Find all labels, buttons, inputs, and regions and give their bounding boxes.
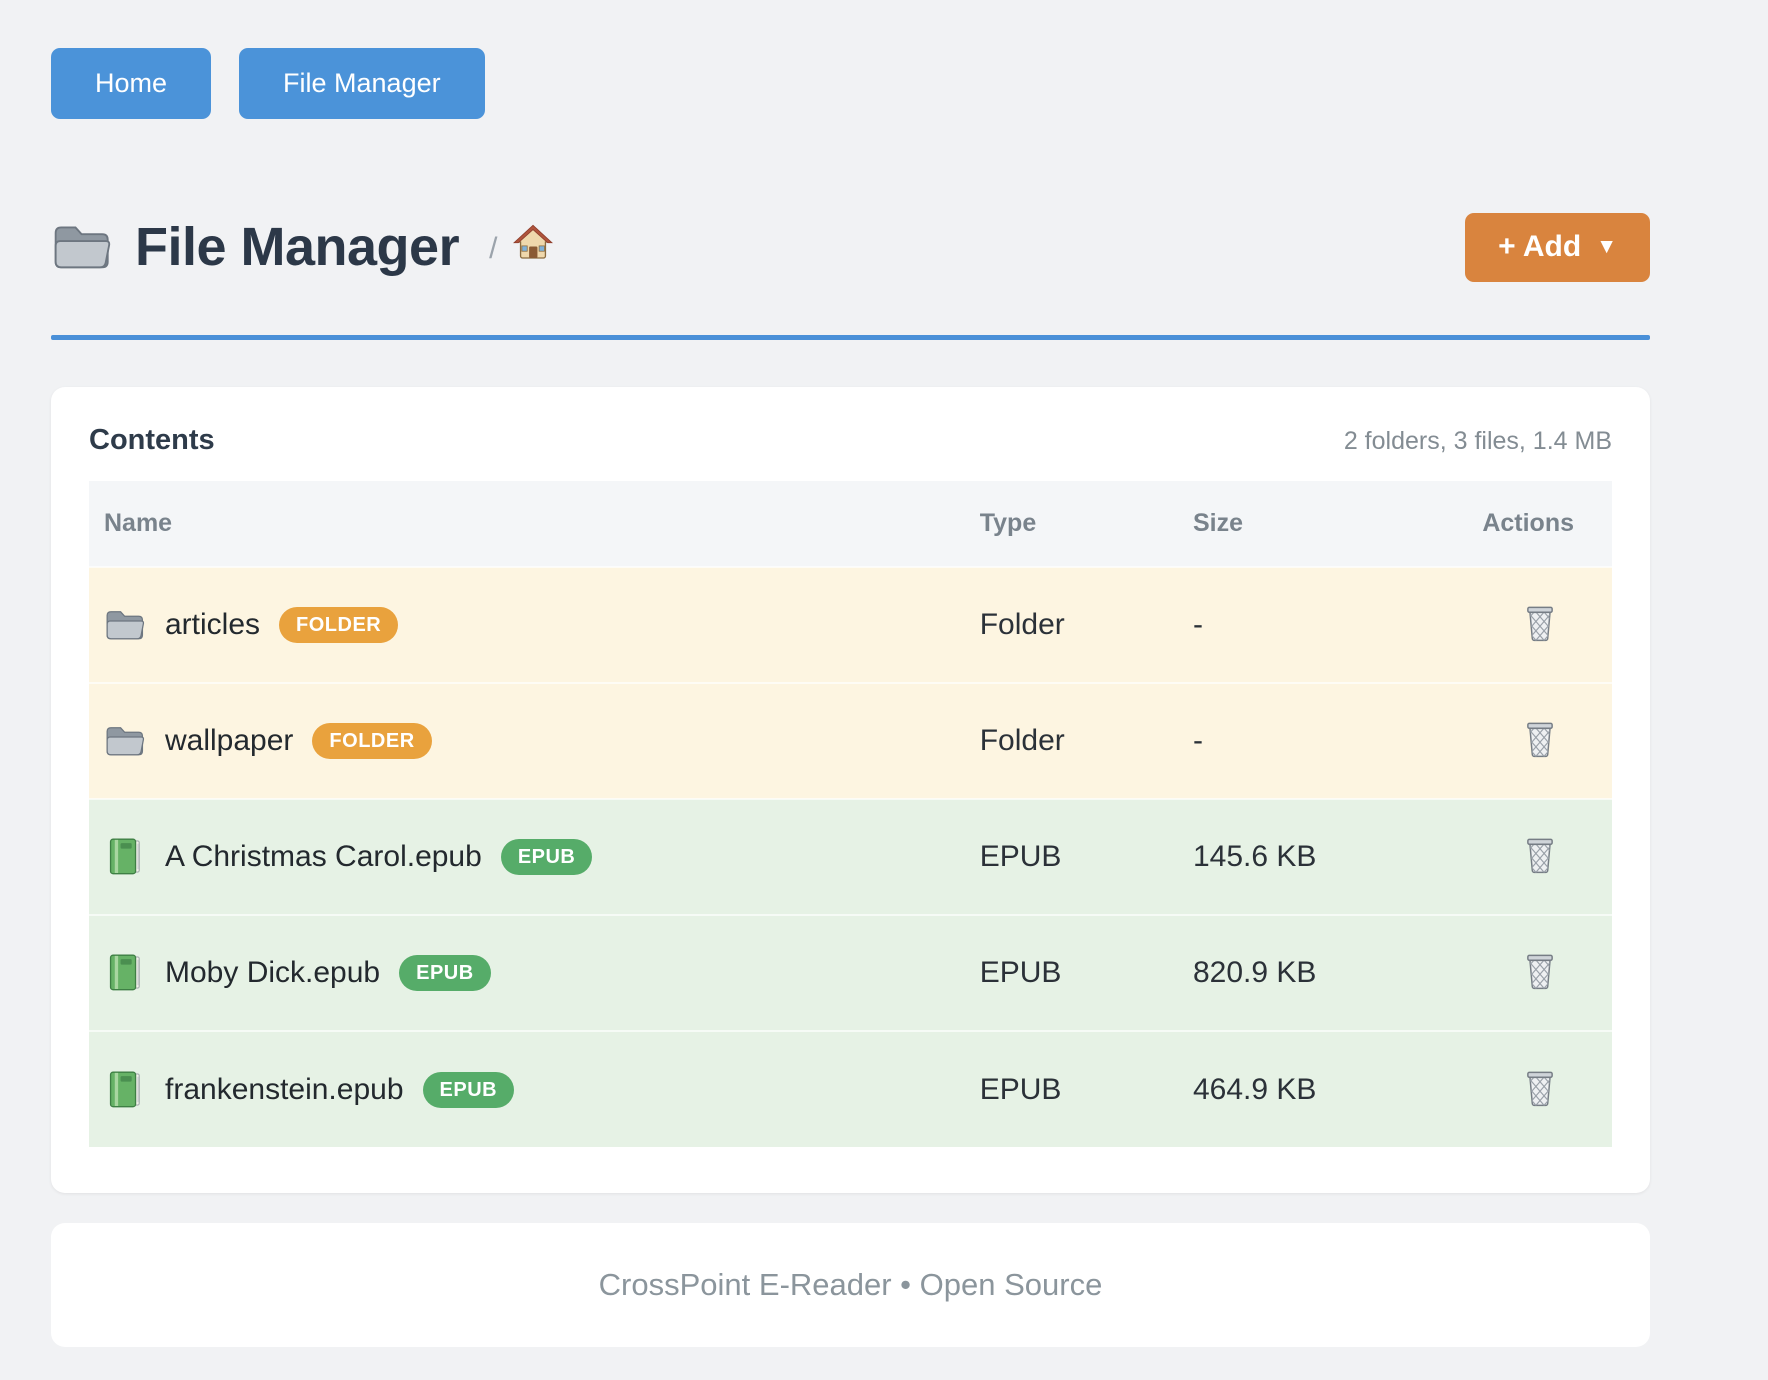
type-badge: FOLDER xyxy=(279,607,399,643)
column-header-size: Size xyxy=(1177,481,1468,567)
file-table: Name Type Size Actions articles xyxy=(89,481,1612,1147)
file-size: 145.6 KB xyxy=(1177,798,1468,915)
type-badge: EPUB xyxy=(399,955,491,991)
house-icon xyxy=(513,224,554,265)
file-size: - xyxy=(1177,566,1468,683)
file-name[interactable]: articles xyxy=(165,608,261,641)
trash-icon xyxy=(1524,604,1556,642)
footer-text: CrossPoint E-Reader • Open Source xyxy=(598,1267,1103,1302)
column-header-type: Type xyxy=(964,481,1178,567)
table-row: articles FOLDER Folder - xyxy=(89,566,1612,683)
file-type: Folder xyxy=(964,566,1178,683)
file-type: EPUB xyxy=(964,914,1178,1031)
folder-icon xyxy=(104,720,146,762)
add-button[interactable]: + Add ▼ xyxy=(1465,212,1650,282)
file-name[interactable]: A Christmas Carol.epub xyxy=(165,840,482,873)
footer: CrossPoint E-Reader • Open Source xyxy=(51,1223,1650,1347)
caret-down-icon: ▼ xyxy=(1596,235,1617,258)
file-size: 820.9 KB xyxy=(1177,914,1468,1031)
page-header: File Manager / + Add xyxy=(51,201,1650,293)
type-badge: FOLDER xyxy=(312,723,432,759)
trash-icon xyxy=(1524,720,1556,758)
file-size: 464.9 KB xyxy=(1177,1030,1468,1147)
type-badge: EPUB xyxy=(422,1071,515,1108)
folder-icon xyxy=(51,220,113,274)
file-name[interactable]: frankenstein.epub xyxy=(165,1072,404,1106)
delete-button[interactable] xyxy=(1520,1065,1560,1111)
table-row: Moby Dick.epub EPUB EPUB 820.9 KB xyxy=(89,914,1612,1031)
file-type: EPUB xyxy=(964,798,1178,915)
book-icon xyxy=(104,836,146,878)
delete-button[interactable] xyxy=(1520,832,1560,878)
file-type: EPUB xyxy=(964,1030,1178,1147)
page-title: File Manager xyxy=(135,217,460,277)
column-header-actions: Actions xyxy=(1467,481,1612,567)
trash-icon xyxy=(1524,952,1556,990)
nav-file-manager-button[interactable]: File Manager xyxy=(239,48,485,119)
delete-button[interactable] xyxy=(1520,716,1560,762)
trash-icon xyxy=(1524,836,1556,874)
header-divider xyxy=(51,335,1650,340)
book-icon xyxy=(104,952,146,994)
file-size: - xyxy=(1177,682,1468,799)
book-icon xyxy=(104,1069,146,1111)
folder-icon xyxy=(104,604,146,646)
breadcrumb: / xyxy=(489,223,554,272)
add-button-label: + Add xyxy=(1498,230,1582,263)
top-navigation: Home File Manager xyxy=(51,48,1650,119)
contents-summary: 2 folders, 3 files, 1.4 MB xyxy=(1343,427,1612,455)
delete-button[interactable] xyxy=(1520,948,1560,994)
trash-icon xyxy=(1524,1069,1556,1107)
table-row: frankenstein.epub EPUB EPUB 464.9 KB xyxy=(89,1030,1612,1147)
table-row: wallpaper FOLDER Folder - xyxy=(89,682,1612,799)
contents-card: Contents 2 folders, 3 files, 1.4 MB Name… xyxy=(51,387,1650,1193)
file-name[interactable]: Moby Dick.epub xyxy=(165,956,381,989)
column-header-name: Name xyxy=(89,481,965,567)
card-title: Contents xyxy=(89,424,215,456)
table-row: A Christmas Carol.epub EPUB EPUB 145.6 K… xyxy=(89,798,1612,915)
file-name[interactable]: wallpaper xyxy=(165,724,294,757)
breadcrumb-home-link[interactable] xyxy=(513,223,554,266)
file-type: Folder xyxy=(964,682,1178,799)
type-badge: EPUB xyxy=(500,839,593,875)
nav-home-button[interactable]: Home xyxy=(51,48,212,119)
breadcrumb-separator: / xyxy=(489,231,498,265)
delete-button[interactable] xyxy=(1520,600,1560,646)
